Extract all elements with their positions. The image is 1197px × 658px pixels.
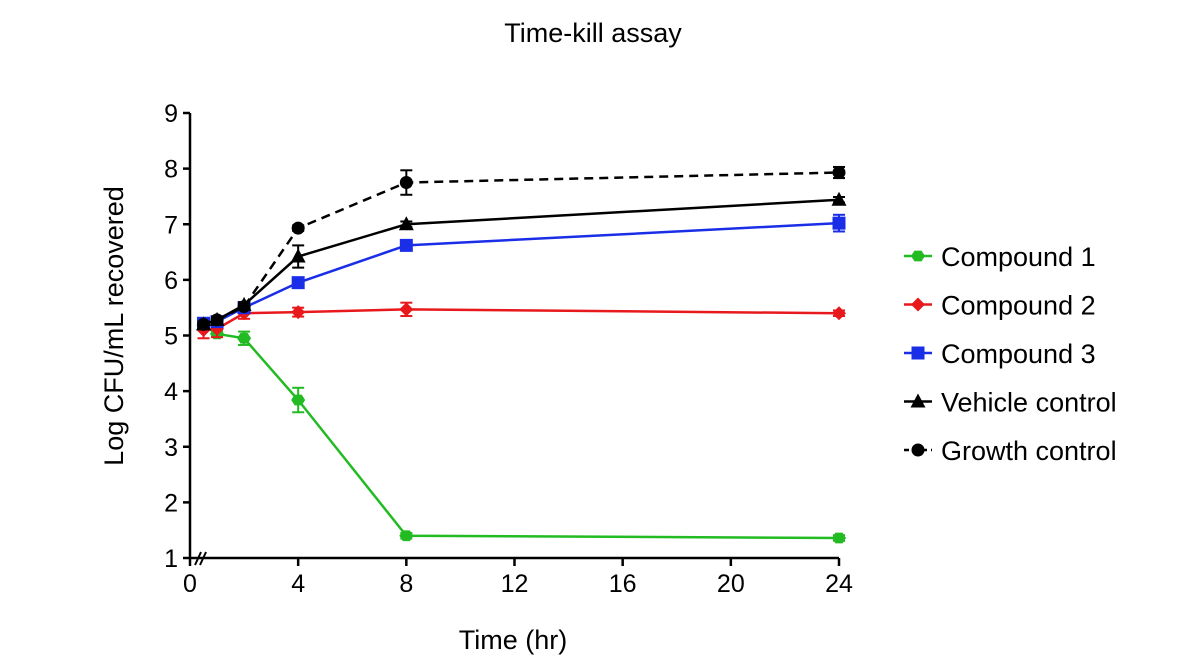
legend-item: Growth control xyxy=(904,436,1117,466)
x-axis-break-mark xyxy=(199,551,207,566)
x-axis-label: Time (hr) xyxy=(459,625,568,655)
series-growth-control xyxy=(197,165,846,331)
legend-marker xyxy=(911,297,925,312)
y-axis-label: Log CFU/mL recovered xyxy=(99,186,129,466)
data-point xyxy=(399,302,414,317)
data-point xyxy=(237,332,252,344)
y-tick-label: 9 xyxy=(164,100,178,128)
data-point xyxy=(832,306,846,321)
y-tick-label: 2 xyxy=(164,489,178,517)
x-tick-label: 12 xyxy=(501,570,529,598)
series-compound-2 xyxy=(196,301,846,340)
legend-marker xyxy=(911,250,925,262)
data-point xyxy=(832,216,846,230)
data-point xyxy=(399,238,413,252)
legend-marker xyxy=(911,346,925,360)
plot-area xyxy=(196,165,847,544)
y-tick-label: 3 xyxy=(164,434,178,462)
data-point xyxy=(290,248,306,263)
legend-item: Compound 3 xyxy=(904,339,1096,369)
y-tick-label: 4 xyxy=(164,378,178,406)
legend-label: Compound 3 xyxy=(941,339,1096,369)
legend-item: Compound 2 xyxy=(904,291,1096,321)
series-line xyxy=(202,324,840,540)
data-point xyxy=(291,221,305,235)
data-point xyxy=(210,313,224,327)
legend-label: Compound 1 xyxy=(941,242,1096,272)
data-point xyxy=(832,166,846,180)
x-axis-break-mark xyxy=(194,551,202,566)
data-point xyxy=(832,532,846,544)
legend-label: Vehicle control xyxy=(941,388,1117,418)
data-point xyxy=(237,300,251,314)
legend-item: Vehicle control xyxy=(904,388,1117,418)
data-point xyxy=(831,191,847,206)
x-tick-label: 24 xyxy=(825,570,853,598)
y-tick-label: 1 xyxy=(164,545,178,573)
x-tick-label: 8 xyxy=(399,570,413,598)
series-line xyxy=(203,171,840,326)
y-tick-label: 6 xyxy=(164,267,178,295)
data-point xyxy=(399,530,414,542)
x-tick-label: 16 xyxy=(609,570,637,598)
legend-label: Growth control xyxy=(941,436,1117,466)
series-compound-1 xyxy=(196,320,846,544)
y-tick-label: 8 xyxy=(164,156,178,184)
legend-label: Compound 2 xyxy=(941,291,1096,321)
legend-item: Compound 1 xyxy=(904,242,1096,272)
data-point xyxy=(398,216,414,231)
data-point xyxy=(291,394,306,406)
chart-title: Time-kill assay xyxy=(504,18,682,48)
legend-marker xyxy=(911,443,925,457)
data-point xyxy=(197,317,211,331)
y-tick-label: 7 xyxy=(164,211,178,239)
y-tick-label: 5 xyxy=(164,323,178,351)
legend-marker xyxy=(910,393,926,408)
legend: Compound 1 Compound 2 Compound 3 Vehicle co… xyxy=(904,242,1117,466)
x-tick-label: 4 xyxy=(291,570,305,598)
data-point xyxy=(291,305,306,320)
data-point xyxy=(399,176,413,190)
data-point xyxy=(291,276,305,290)
x-tick-label: 0 xyxy=(183,570,197,598)
x-tick-label: 20 xyxy=(717,570,745,598)
